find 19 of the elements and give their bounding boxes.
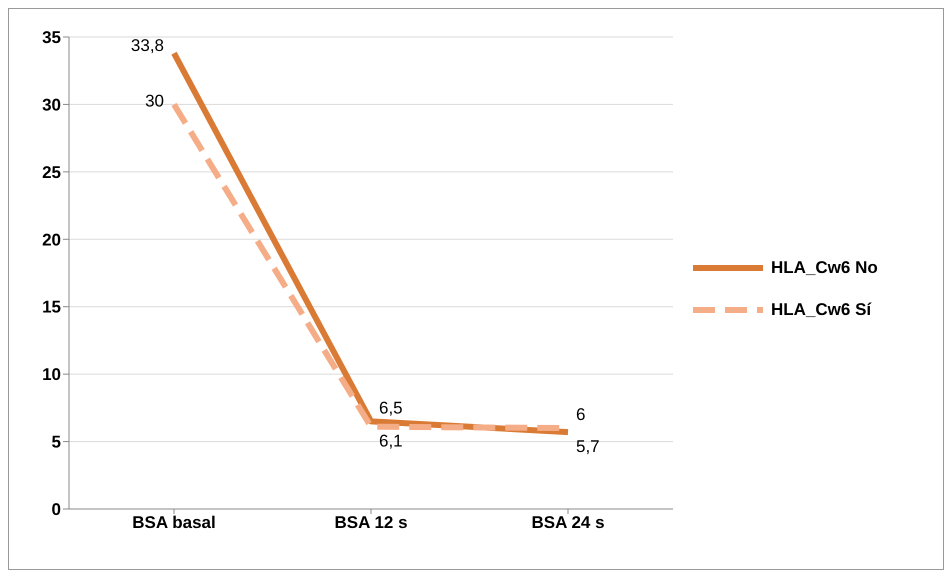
data-label: 6,1 <box>379 432 403 451</box>
y-tick-label: 30 <box>42 95 61 114</box>
data-label: 6 <box>576 405 586 424</box>
y-tick-label: 10 <box>42 365 61 384</box>
x-tick-label: BSA 12 s <box>334 513 408 532</box>
legend-label: HLA_Cw6 No <box>771 258 878 278</box>
data-label: 6,5 <box>379 398 403 418</box>
x-tick-label: BSA basal <box>132 513 216 532</box>
data-label: 33,8 <box>130 36 164 56</box>
y-tick-label: 0 <box>52 500 61 520</box>
y-tick-label: 35 <box>42 28 61 48</box>
legend-label: HLA_Cw6 Sí <box>771 300 872 320</box>
data-label: 5,7 <box>576 437 600 456</box>
y-tick-label: 15 <box>42 298 61 317</box>
y-tick-label: 20 <box>42 230 61 250</box>
x-tick-label: BSA 24 s <box>531 513 605 532</box>
data-label: 30 <box>145 91 164 110</box>
y-tick-label: 5 <box>52 432 61 452</box>
y-tick-label: 25 <box>42 162 61 182</box>
